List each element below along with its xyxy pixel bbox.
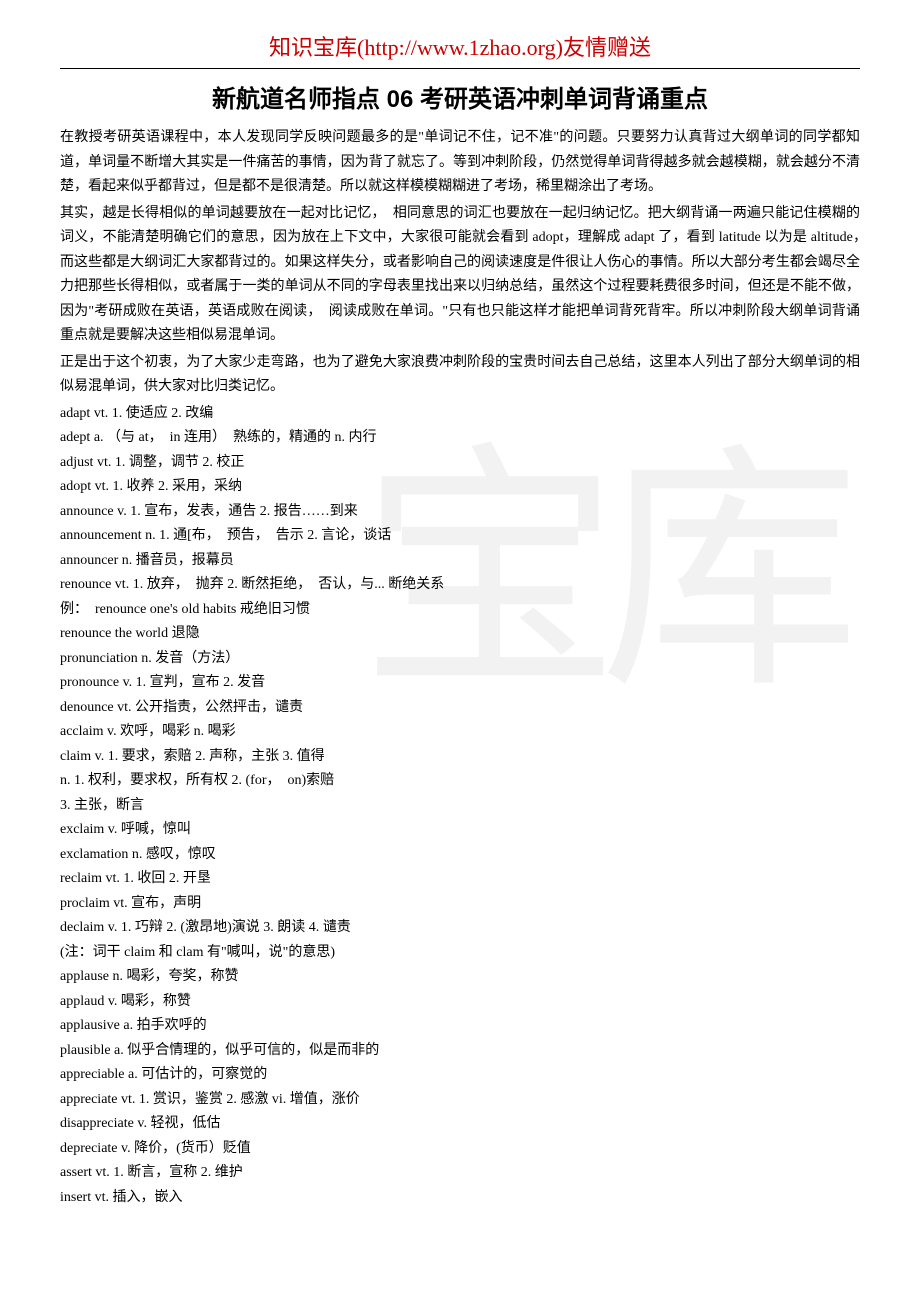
intro-paragraph: 正是出于这个初衷，为了大家少走弯路，也为了避免大家浪费冲刺阶段的宝贵时间去自己总… xyxy=(60,351,860,400)
vocab-entry: claim v. 1. 要求，索赔 2. 声称，主张 3. 值得 xyxy=(60,745,860,770)
vocab-entry: plausible a. 似乎合情理的，似乎可信的，似是而非的 xyxy=(60,1039,860,1064)
vocab-entry: insert vt. 插入，嵌入 xyxy=(60,1186,860,1211)
document-title: 新航道名师指点 06 考研英语冲刺单词背诵重点 xyxy=(60,79,860,114)
vocab-entry: 3. 主张，断言 xyxy=(60,794,860,819)
vocab-entry: proclaim vt. 宣布，声明 xyxy=(60,892,860,917)
vocab-entry: (注：词干 claim 和 clam 有"喊叫，说"的意思) xyxy=(60,941,860,966)
vocab-entry: declaim v. 1. 巧辩 2. (激昂地)演说 3. 朗读 4. 谴责 xyxy=(60,916,860,941)
vocab-entry: exclaim v. 呼喊，惊叫 xyxy=(60,818,860,843)
intro-paragraph: 在教授考研英语课程中，本人发现同学反映问题最多的是"单词记不住，记不准"的问题。… xyxy=(60,126,860,200)
intro-paragraph: 其实，越是长得相似的单词越要放在一起对比记忆， 相同意思的词汇也要放在一起归纳记… xyxy=(60,202,860,349)
vocab-entry: appreciate vt. 1. 赏识，鉴赏 2. 感激 vi. 增值，涨价 xyxy=(60,1088,860,1113)
vocab-entry: announce v. 1. 宣布，发表，通告 2. 报告……到来 xyxy=(60,500,860,525)
vocab-entry: adjust vt. 1. 调整，调节 2. 校正 xyxy=(60,451,860,476)
vocab-entry: appreciable a. 可估计的，可察觉的 xyxy=(60,1063,860,1088)
page-container: 知识宝库(http://www.1zhao.org)友情赠送 新航道名师指点 0… xyxy=(0,0,920,1250)
vocab-entry: reclaim vt. 1. 收回 2. 开垦 xyxy=(60,867,860,892)
vocab-entry: n. 1. 权利，要求权，所有权 2. (for， on)索赔 xyxy=(60,769,860,794)
vocab-entry: pronunciation n. 发音（方法） xyxy=(60,647,860,672)
vocab-entry: acclaim v. 欢呼，喝彩 n. 喝彩 xyxy=(60,720,860,745)
vocab-entry: applaud v. 喝彩，称赞 xyxy=(60,990,860,1015)
header-link: 知识宝库(http://www.1zhao.org)友情赠送 xyxy=(60,30,860,69)
vocab-list: adapt vt. 1. 使适应 2. 改编 adept a. （与 at， i… xyxy=(60,402,860,1211)
vocab-entry: depreciate v. 降价，(货币）贬值 xyxy=(60,1137,860,1162)
vocab-entry: assert vt. 1. 断言，宣称 2. 维护 xyxy=(60,1161,860,1186)
vocab-entry: applausive a. 拍手欢呼的 xyxy=(60,1014,860,1039)
vocab-entry: adopt vt. 1. 收养 2. 采用，采纳 xyxy=(60,475,860,500)
vocab-entry: denounce vt. 公开指责，公然抨击，谴责 xyxy=(60,696,860,721)
vocab-entry: pronounce v. 1. 宣判，宣布 2. 发音 xyxy=(60,671,860,696)
vocab-entry: renounce vt. 1. 放弃， 抛弃 2. 断然拒绝， 否认，与... … xyxy=(60,573,860,598)
vocab-entry: renounce the world 退隐 xyxy=(60,622,860,647)
vocab-entry: announcement n. 1. 通[布， 预告， 告示 2. 言论，谈话 xyxy=(60,524,860,549)
vocab-entry: disappreciate v. 轻视，低估 xyxy=(60,1112,860,1137)
vocab-entry: announcer n. 播音员，报幕员 xyxy=(60,549,860,574)
vocab-entry: 例： renounce one's old habits 戒绝旧习惯 xyxy=(60,598,860,623)
vocab-entry: adept a. （与 at， in 连用） 熟练的，精通的 n. 内行 xyxy=(60,426,860,451)
vocab-entry: exclamation n. 感叹，惊叹 xyxy=(60,843,860,868)
vocab-entry: applause n. 喝彩，夸奖，称赞 xyxy=(60,965,860,990)
vocab-entry: adapt vt. 1. 使适应 2. 改编 xyxy=(60,402,860,427)
